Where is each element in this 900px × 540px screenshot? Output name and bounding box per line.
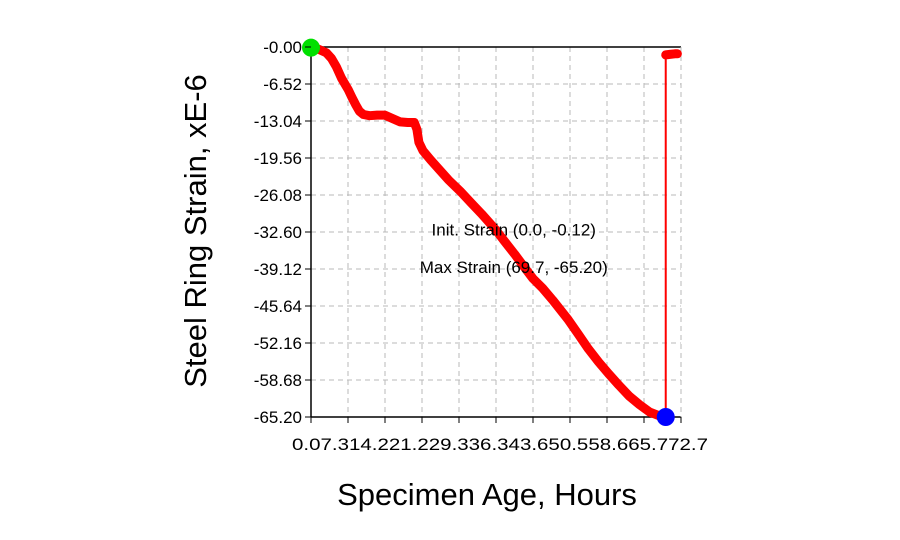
grid-lines bbox=[311, 47, 681, 417]
y-tick-label: -26.08 bbox=[254, 186, 302, 205]
y-tick-label: -0.00 bbox=[263, 38, 302, 57]
y-tick-label: -32.60 bbox=[254, 223, 302, 242]
y-tick-label: -45.64 bbox=[254, 297, 302, 316]
annotation-0: Init. Strain (0.0, -0.12) bbox=[432, 221, 596, 240]
y-tick-label: -39.12 bbox=[254, 260, 302, 279]
y-tick-label: -65.20 bbox=[254, 408, 302, 427]
y-tick-label: -6.52 bbox=[263, 75, 302, 94]
x-tick-labels: 0.07.314.221.229.336.343.650.558.665.772… bbox=[292, 417, 708, 454]
y-axis-title: Steel Ring Strain, xE-6 bbox=[178, 74, 213, 388]
marker-max bbox=[656, 408, 675, 426]
series-tail-line bbox=[661, 49, 682, 60]
annotations: Init. Strain (0.0, -0.12) Max Strain (69.… bbox=[420, 221, 608, 277]
y-tick-label: -13.04 bbox=[254, 112, 302, 131]
y-tick-label: -19.56 bbox=[254, 149, 302, 168]
series-layer bbox=[306, 43, 682, 422]
series-line-strain bbox=[306, 43, 671, 422]
x-axis-title: Specimen Age, Hours bbox=[337, 477, 637, 512]
markers-layer bbox=[302, 38, 675, 426]
marker-init bbox=[302, 38, 320, 57]
y-tick-label: -52.16 bbox=[254, 334, 302, 353]
x-tick-labels-text: 0.07.314.221.229.336.343.650.558.665.772… bbox=[292, 435, 708, 454]
annotation-1: Max Strain (69.7, -65.20) bbox=[420, 258, 608, 277]
y-tick-label: -58.68 bbox=[254, 371, 302, 390]
y-tick-labels: -0.00 -6.52 -13.04 -19.56 -26.08 -32.60 -39.12… bbox=[254, 38, 311, 427]
